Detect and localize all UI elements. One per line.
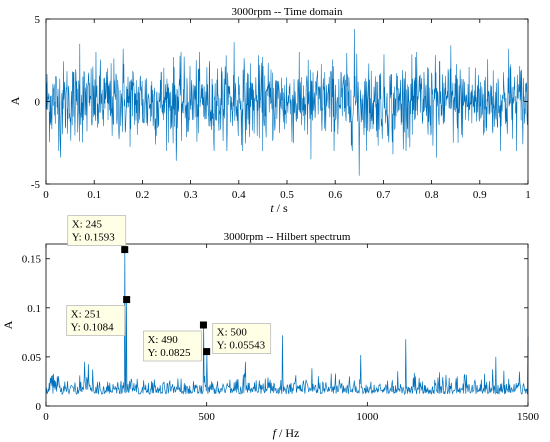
x-tick-label: 0.7 bbox=[377, 189, 391, 201]
datatip-marker bbox=[203, 348, 211, 356]
y-tick-label: -5 bbox=[31, 179, 41, 191]
x-tick-label: 1500 bbox=[517, 411, 540, 423]
x-tick-label: 0.8 bbox=[425, 189, 439, 201]
datatip-box bbox=[67, 215, 127, 246]
signal-line bbox=[45, 28, 529, 176]
y-tick-label: 0.1 bbox=[27, 303, 41, 315]
x-tick-label: 1000 bbox=[356, 411, 379, 423]
x-ticks: 0 500 1000 1500 bbox=[43, 244, 540, 423]
datatip-y: Y: 0.1593 bbox=[72, 232, 115, 244]
datatip-marker bbox=[121, 246, 129, 254]
signal-series bbox=[45, 28, 529, 176]
datatip-x: X: 500 bbox=[217, 327, 248, 339]
spectrum-line bbox=[45, 249, 529, 396]
x-axis-label: t / s bbox=[270, 201, 288, 215]
x-tick-label: 0 bbox=[43, 411, 49, 423]
time-domain-chart: 3000rpm -- Time domain 0 0.1 0.2 0.3 0.4 0.5 0… bbox=[8, 6, 531, 215]
x-tick-label: 0.4 bbox=[232, 189, 246, 201]
x-tick-label: 0.3 bbox=[184, 189, 198, 201]
x-ticks: 0 0.1 0.2 0.3 0.4 0.5 0.6 0.7 0.8 0.9 1 bbox=[43, 19, 531, 201]
x-tick-label: 0.2 bbox=[136, 189, 150, 201]
x-tick-label: 500 bbox=[198, 411, 215, 423]
chart-title: 3000rpm -- Hilbert spectrum bbox=[224, 231, 351, 243]
y-axis-label: A bbox=[8, 96, 22, 105]
x-tick-label: 0.9 bbox=[473, 189, 487, 201]
datatip-marker bbox=[123, 296, 131, 304]
chart-title: 3000rpm -- Time domain bbox=[232, 6, 343, 18]
y-tick-label: 0.15 bbox=[22, 254, 42, 266]
hilbert-spectrum-chart: 3000rpm -- Hilbert spectrum 0 500 1000 1500… bbox=[1, 215, 540, 440]
x-tick-label: 0.6 bbox=[328, 189, 342, 201]
y-tick-label: 0 bbox=[36, 401, 42, 413]
y-axis-label: A bbox=[1, 320, 15, 329]
x-tick-label: 0.1 bbox=[87, 189, 101, 201]
spectrum-series bbox=[45, 249, 529, 396]
datatip-x: X: 490 bbox=[147, 334, 178, 346]
y-tick-label: 0 bbox=[35, 97, 41, 109]
datatip-box bbox=[143, 330, 202, 362]
plot-frame bbox=[45, 243, 529, 407]
y-ticks: 5 0 -5 bbox=[31, 14, 528, 191]
y-tick-label: 0.05 bbox=[22, 352, 42, 364]
datatip-marker bbox=[199, 321, 207, 329]
datatip-x: X: 251 bbox=[71, 309, 101, 321]
datatip-y: Y: 0.1084 bbox=[71, 322, 114, 334]
datatip-y: Y: 0.05543 bbox=[217, 340, 266, 352]
datatip-box bbox=[212, 323, 272, 354]
x-tick-label: 0 bbox=[43, 189, 49, 201]
x-axis-label: f / Hz bbox=[273, 426, 300, 440]
y-tick-label: 5 bbox=[35, 14, 41, 26]
datatip-x: X: 245 bbox=[72, 219, 103, 231]
x-tick-label: 0.5 bbox=[280, 189, 294, 201]
datatip-y: Y: 0.0825 bbox=[147, 347, 190, 359]
x-tick-label: 1 bbox=[525, 189, 531, 201]
y-ticks: 0.15 0.1 0.05 0 bbox=[22, 254, 528, 413]
datatip-box bbox=[66, 305, 126, 336]
